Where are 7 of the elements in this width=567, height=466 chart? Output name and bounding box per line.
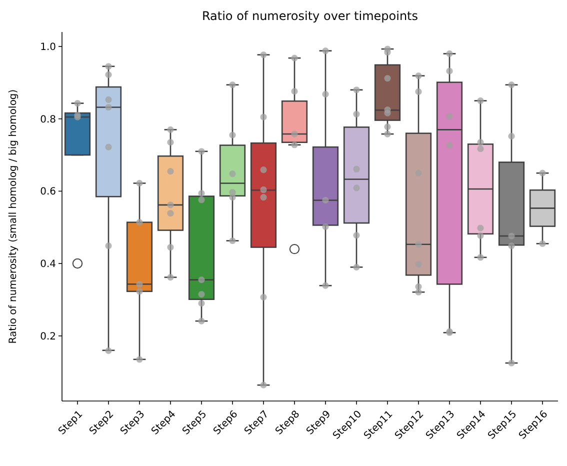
- chart-title: Ratio of numerosity over timepoints: [202, 9, 418, 23]
- y-tick-label: 1.0: [40, 42, 56, 53]
- y-tick-label: 0.6: [40, 186, 56, 198]
- y-tick-label: 0.8: [40, 114, 56, 126]
- y-tick-label: 0.2: [40, 331, 56, 342]
- y-axis-title: Ratio of numerosity (small homolog / big homolog): [8, 89, 19, 344]
- y-tick-label: 0.4: [40, 259, 56, 270]
